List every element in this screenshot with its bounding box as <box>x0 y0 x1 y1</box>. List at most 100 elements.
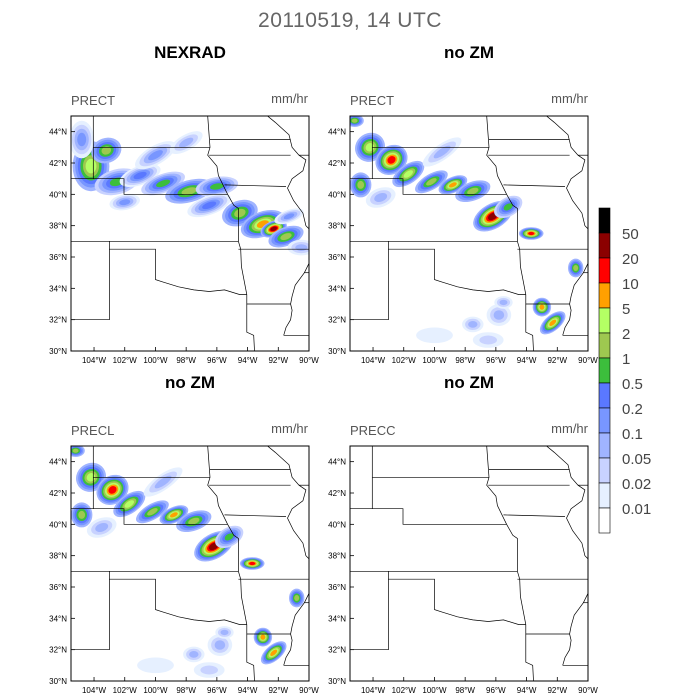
precip-cell <box>573 265 579 271</box>
precip-cell <box>416 327 453 344</box>
precip-cell <box>270 649 278 656</box>
precip-cell <box>351 118 358 123</box>
state-border <box>388 241 526 295</box>
lat-tick-label: 36°N <box>49 583 67 592</box>
map-frame <box>349 115 589 352</box>
precip-cell <box>179 137 194 148</box>
lat-tick-label: 32°N <box>49 316 67 325</box>
panel-header: NEXRAD <box>154 43 226 62</box>
lon-tick-label: 94°W <box>517 356 537 365</box>
lon-tick-label: 92°W <box>268 686 288 695</box>
colorbar-legend: 50 20 10 5 2 1 0.5 0.2 0.1 0.05 0.02 0.01 <box>598 207 651 534</box>
precip-cell <box>403 170 413 178</box>
state-border <box>350 178 507 195</box>
precip-cell <box>479 335 498 345</box>
variable-label: PRECC <box>350 423 396 438</box>
lat-tick-label: 40°N <box>49 190 67 199</box>
colorbar-label: 0.01 <box>622 501 651 518</box>
state-border <box>224 184 287 187</box>
precip-cell <box>280 233 292 241</box>
lat-tick-label: 44°N <box>328 458 346 467</box>
lon-tick-label: 96°W <box>486 356 506 365</box>
precip-cell <box>295 244 308 252</box>
precip-cell <box>294 595 300 601</box>
lon-tick-label: 102°W <box>113 686 138 695</box>
precip-cell <box>467 187 479 195</box>
state-border <box>525 304 534 351</box>
precip-cell <box>202 201 217 210</box>
state-border <box>525 634 534 681</box>
state-border <box>283 633 293 666</box>
lon-tick-label: 94°W <box>238 356 258 365</box>
map-frame <box>349 445 589 682</box>
precip-cell <box>154 475 172 489</box>
state-border <box>71 579 110 651</box>
lon-tick-label: 98°W <box>176 686 196 695</box>
precip-cell <box>181 187 197 196</box>
state-border <box>562 303 572 336</box>
state-border <box>486 446 507 525</box>
state-border <box>283 303 293 336</box>
state-border <box>350 249 389 321</box>
precip-cell <box>108 486 117 494</box>
map-panel-p2: no ZM PRECT mm/hr 44°N 42°N 40°N 38°N 36°N 34°N 3… <box>328 43 598 365</box>
colorbar-label: 2 <box>622 326 630 343</box>
variable-label: PRECT <box>71 93 115 108</box>
lon-tick-label: 100°W <box>422 686 447 695</box>
precip-cell <box>426 178 437 186</box>
colorbar-swatch <box>598 332 611 359</box>
colorbar-swatch <box>598 457 611 484</box>
map-panel-p3: no ZM PRECL mm/hr 44°N 42°N 40°N 38°N 36°N 34°N 3… <box>49 373 319 695</box>
precip-cell <box>374 193 388 202</box>
lat-tick-label: 34°N <box>328 284 346 293</box>
lat-tick-label: 42°N <box>328 489 346 498</box>
colorbar-swatch <box>598 307 611 334</box>
colorbar-swatch <box>598 207 611 234</box>
lon-tick-label: 104°W <box>82 686 107 695</box>
precip-cell <box>448 182 457 188</box>
precip-cell <box>147 508 158 516</box>
figure-title: 20110519, 14 UTC <box>258 9 442 32</box>
colorbar-swatch <box>598 232 611 259</box>
lat-tick-label: 36°N <box>328 583 346 592</box>
lon-tick-label: 90°W <box>299 686 319 695</box>
precip-cell <box>188 517 200 525</box>
precip-cell <box>528 231 535 236</box>
lat-tick-label: 40°N <box>49 520 67 529</box>
lon-tick-label: 90°W <box>578 686 598 695</box>
lon-tick-label: 94°W <box>238 686 258 695</box>
units-label: mm/hr <box>551 421 589 436</box>
precip-cell <box>549 319 557 326</box>
precip-cell <box>283 213 295 220</box>
precip-cell <box>72 448 79 453</box>
state-border <box>350 579 389 651</box>
precip-cell <box>503 203 513 211</box>
lat-tick-label: 38°N <box>328 222 346 231</box>
precip-cell <box>133 171 147 180</box>
colorbar-swatch <box>598 357 611 384</box>
lat-tick-label: 34°N <box>49 284 67 293</box>
lat-tick-label: 42°N <box>328 159 346 168</box>
lon-tick-label: 96°W <box>486 686 506 695</box>
lat-tick-label: 30°N <box>328 347 346 356</box>
precip-cell <box>249 561 256 566</box>
lat-tick-label: 44°N <box>49 128 67 137</box>
units-label: mm/hr <box>271 91 309 106</box>
colorbar-label: 0.1 <box>622 426 643 443</box>
lon-tick-label: 90°W <box>299 356 319 365</box>
lat-tick-label: 42°N <box>49 489 67 498</box>
colorbar-label: 0.05 <box>622 451 651 468</box>
lon-tick-label: 92°W <box>547 686 567 695</box>
state-border <box>388 571 526 625</box>
precip-cell <box>148 150 163 161</box>
precip-cell <box>234 208 246 218</box>
state-border <box>207 116 228 195</box>
lon-tick-label: 100°W <box>143 686 168 695</box>
state-border <box>503 514 566 517</box>
state-border <box>562 633 572 666</box>
variable-label: PRECL <box>71 423 114 438</box>
lat-tick-label: 34°N <box>328 614 346 623</box>
colorbar-label: 50 <box>622 226 639 243</box>
precip-cell <box>85 158 97 174</box>
lat-tick-label: 30°N <box>49 677 67 686</box>
